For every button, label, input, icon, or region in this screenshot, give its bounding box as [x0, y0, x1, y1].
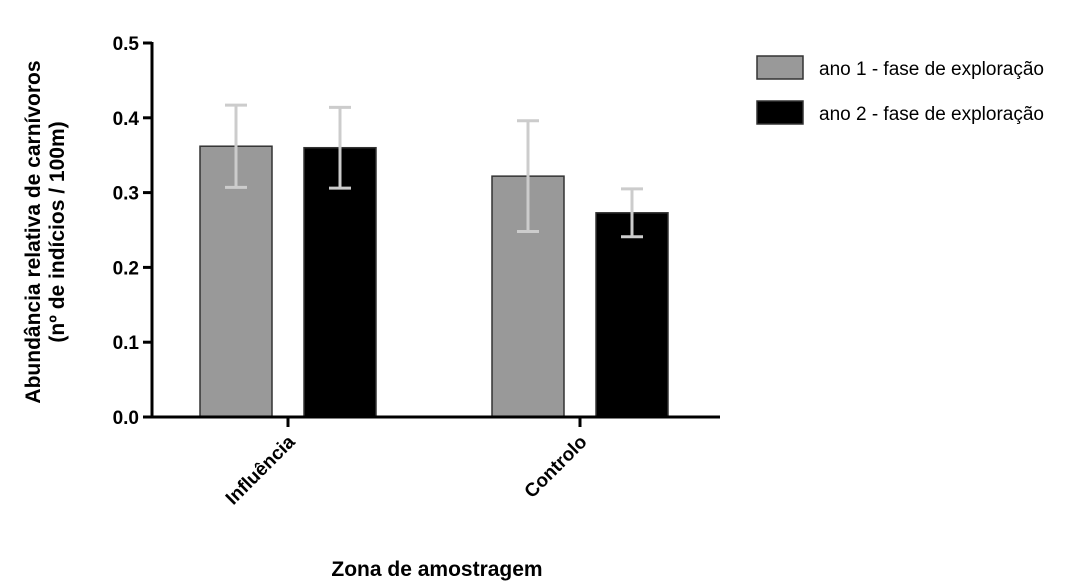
bar-1-1: [199, 145, 273, 418]
y-tick-label-1: 0.1: [113, 333, 140, 354]
legend-label-2: ano 2 - fase de exploração: [819, 104, 1044, 125]
legend-swatch-1: [756, 55, 804, 80]
y-tick-label-5: 0.5: [113, 34, 140, 55]
x-axis-title: Zona de amostragem: [331, 558, 542, 581]
y-tick-label-2: 0.2: [113, 258, 139, 279]
y-axis-title-line-1: Abundância relativa de carnívoros: [22, 60, 45, 403]
plot-area: 0.0 0.1 0.2 0.3 0.4 0.5 Influência Controlo: [113, 34, 720, 509]
legend: ano 1 - fase de exploração ano 2 - fase d…: [756, 55, 1044, 125]
x-category-label-1: Influência: [222, 431, 300, 509]
legend-swatch-2: [756, 100, 804, 125]
y-axis-title-line-2: (nº de indícios / 100m): [46, 121, 69, 342]
bar-2-2: [595, 212, 669, 418]
legend-label-1: ano 1 - fase de exploração: [819, 59, 1044, 80]
y-tick-label-4: 0.4: [113, 109, 140, 130]
x-category-label-2: Controlo: [521, 432, 592, 503]
y-tick-label-3: 0.3: [113, 184, 139, 205]
y-tick-label-0: 0.0: [113, 408, 139, 429]
